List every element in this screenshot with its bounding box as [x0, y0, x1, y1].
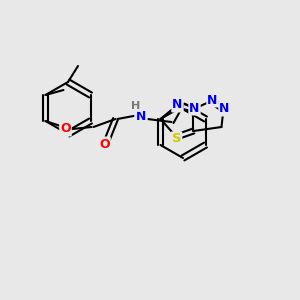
Text: N: N — [172, 98, 183, 112]
Text: O: O — [99, 137, 110, 151]
Text: N: N — [136, 110, 147, 124]
Text: N: N — [207, 94, 218, 106]
Text: N: N — [189, 101, 200, 115]
Text: N: N — [219, 103, 230, 116]
Text: S: S — [172, 133, 181, 146]
Text: H: H — [131, 101, 140, 111]
Text: O: O — [60, 122, 71, 136]
